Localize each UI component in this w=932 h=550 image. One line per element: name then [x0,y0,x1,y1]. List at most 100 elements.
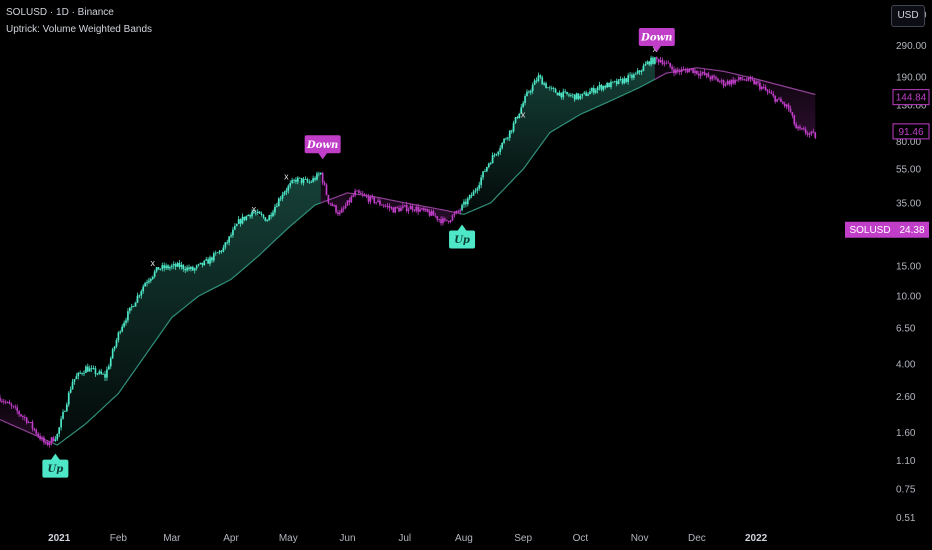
price-tick-label: 6.50 [896,324,916,335]
last-price-symbol: SOLUSD [849,225,890,236]
candle [298,177,301,179]
candle [54,436,57,442]
candle [106,366,108,381]
candle [235,223,238,227]
candle [232,226,234,238]
candle [654,57,656,65]
candle [222,244,225,253]
candle [218,249,221,255]
candle [151,276,154,280]
candle [507,137,509,141]
candle [789,105,792,113]
candle [676,67,679,74]
candle [69,386,72,394]
price-tick-label: 80.00 [896,137,921,148]
time-tick-label: Dec [688,533,706,544]
candle [663,60,666,67]
candle [182,264,185,272]
candle [123,320,125,329]
time-tick-label: Oct [573,533,589,544]
candle [646,60,649,65]
candle [212,251,215,263]
candle [88,365,91,372]
candlesticks [0,55,817,448]
candle [783,101,786,108]
candle [518,113,521,119]
band-price-tag: 91.46 [892,123,930,140]
candle [4,399,7,405]
candle [268,214,271,221]
time-tick-label: Apr [223,533,239,544]
candle [669,62,672,69]
candle [457,209,460,214]
price-axis[interactable]: 440.00290.00190.00130.0080.0055.0035.001… [896,10,927,524]
candle [12,405,15,409]
candle [85,364,87,374]
candle [365,193,368,199]
candle [8,399,11,405]
candle [678,68,681,76]
price-tick-label: 0.51 [896,513,916,524]
time-tick-label: Sep [514,533,532,544]
band-line-up [459,78,656,215]
candle [161,262,164,272]
candle [64,410,66,413]
band-line-down [320,192,461,215]
candle [627,73,630,85]
candle [453,210,456,218]
candle [81,372,83,376]
candle [659,56,662,64]
candle [107,364,110,370]
candle [415,204,418,213]
candle [125,317,127,326]
candle [75,373,78,380]
candle [801,127,803,131]
time-tick-label: Mar [163,533,181,544]
candle [764,84,767,91]
price-tick-label: 130.00 [896,101,927,112]
candle [241,213,244,225]
candle [608,82,610,88]
candle [201,262,204,268]
candle [394,206,397,214]
candle [134,302,137,307]
candle [434,212,437,218]
candle [16,404,19,415]
candle [501,142,503,150]
candle [392,206,395,213]
candle [233,223,236,231]
time-axis[interactable]: 2021 Feb Mar Apr May Jun Jul Aug Sep Oct Nov Dec 202… [48,533,768,544]
price-tick-label: 55.00 [896,165,921,176]
candle [35,428,38,436]
candle [491,152,494,164]
candle [424,207,427,213]
candle [753,78,756,85]
candle [440,216,442,226]
svg-text:Down: Down [306,140,338,151]
price-tick-label: 15.00 [896,261,921,272]
candle [484,168,486,172]
candle [37,432,40,439]
candle [390,206,393,211]
candle [711,74,714,82]
currency-button[interactable]: USD [891,5,925,27]
candle [86,363,89,372]
candle [291,177,293,184]
candle [715,75,717,81]
symbol-title[interactable]: SOLUSD · 1D · Binance [6,7,114,18]
candle [226,239,229,245]
indicator-name[interactable]: Uptrick: Volume Weighted Bands [6,24,153,35]
signal-down-label: Down [638,28,675,53]
candle [757,79,759,87]
candle [709,75,712,82]
candle [510,130,513,134]
signal-up-label: Up [42,453,69,478]
candle [62,409,64,420]
candle [449,219,452,224]
price-tick-label: 10.00 [896,292,921,303]
candle [657,58,660,66]
time-tick-label: Aug [455,533,473,544]
candle [329,202,332,206]
candle [644,61,647,66]
